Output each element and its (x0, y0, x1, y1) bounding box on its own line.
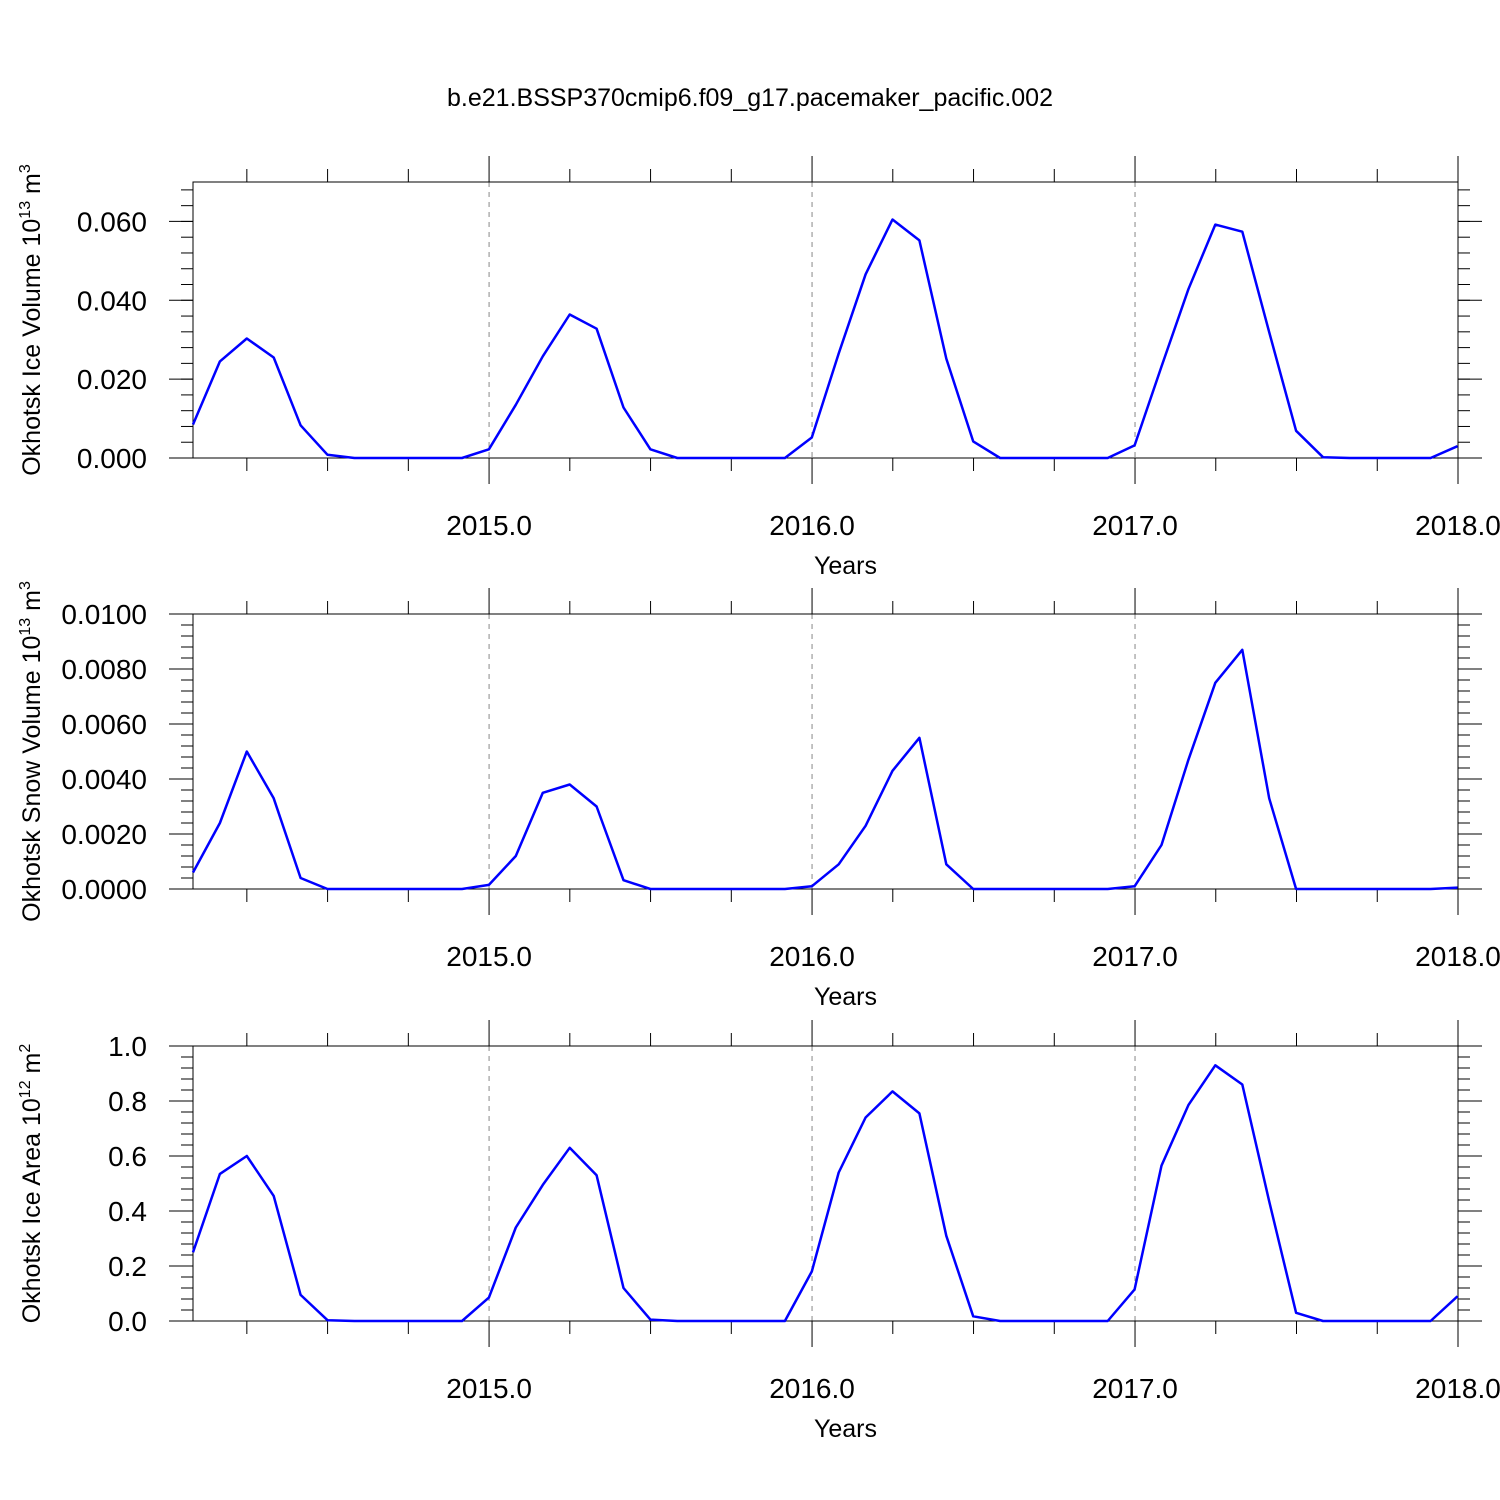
y-tick-label: 0.8 (108, 1086, 147, 1117)
y-tick-label: 0.0 (108, 1306, 147, 1337)
y-tick-label: 0.0060 (61, 709, 147, 740)
y-tick-label: 0.0080 (61, 654, 147, 685)
y-tick-label: 0.0020 (61, 819, 147, 850)
x-tick-label: 2016.0 (769, 510, 855, 541)
x-tick-label: 2016.0 (769, 941, 855, 972)
y-tick-label: 0.0100 (61, 599, 147, 630)
y-tick-label: 0.0040 (61, 764, 147, 795)
series-line (191, 648, 1458, 891)
panel-3: 2015.0 2016.0 2017.0 2018.0 0.0 0.2 0.4 0.6 0.8 1… (17, 1020, 1500, 1443)
panel-2: 2015.0 2016.0 2017.0 2018.0 0.0000 0.0020 0.00… (17, 581, 1500, 1011)
y-tick-label: 0.0000 (61, 874, 147, 905)
plot-frame (192, 613, 1459, 890)
y-axis-label: Okhotsk Ice Volume 1013 m3 (17, 164, 46, 476)
plot-frame (192, 1045, 1459, 1322)
panel-1: 2015.0 2016.0 2017.0 2018.0 0.000 0.020 0.040 0… (17, 156, 1500, 580)
y-tick-label: 0.6 (108, 1141, 147, 1172)
x-axis-label: Years (814, 1415, 877, 1443)
x-tick-label: 2017.0 (1092, 941, 1178, 972)
x-axis-label: Years (814, 552, 877, 580)
x-tick-label: 2018.0 (1415, 1373, 1500, 1404)
x-tick-label: 2016.0 (769, 1373, 855, 1404)
x-tick-label: 2015.0 (446, 1373, 532, 1404)
x-tick-label: 2017.0 (1092, 1373, 1178, 1404)
y-tick-label: 0.000 (77, 443, 147, 474)
figure-title: b.e21.BSSP370cmip6.f09_g17.pacemaker_pac… (447, 84, 1053, 112)
y-axis-label: Okhotsk Ice Area 1012 m2 (17, 1044, 46, 1324)
x-tick-label: 2017.0 (1092, 510, 1178, 541)
y-axis-label: Okhotsk Snow Volume 1013 m3 (17, 581, 46, 922)
series-line (191, 218, 1459, 460)
panels: 2015.0 2016.0 2017.0 2018.0 0.000 0.020 0.040 0… (17, 156, 1500, 1443)
x-tick-label: 2018.0 (1415, 941, 1500, 972)
y-tick-label: 1.0 (108, 1031, 147, 1062)
x-tick-label: 2015.0 (446, 510, 532, 541)
x-axis-label: Years (814, 983, 877, 1011)
y-tick-label: 0.4 (108, 1196, 147, 1227)
series-line (191, 1064, 1459, 1323)
y-tick-label: 0.020 (77, 364, 147, 395)
y-tick-label: 0.040 (77, 285, 147, 316)
plot-frame (192, 181, 1459, 459)
y-tick-label: 0.2 (108, 1251, 147, 1282)
x-tick-label: 2018.0 (1415, 510, 1500, 541)
y-tick-label: 0.060 (77, 206, 147, 237)
x-tick-label: 2015.0 (446, 941, 532, 972)
